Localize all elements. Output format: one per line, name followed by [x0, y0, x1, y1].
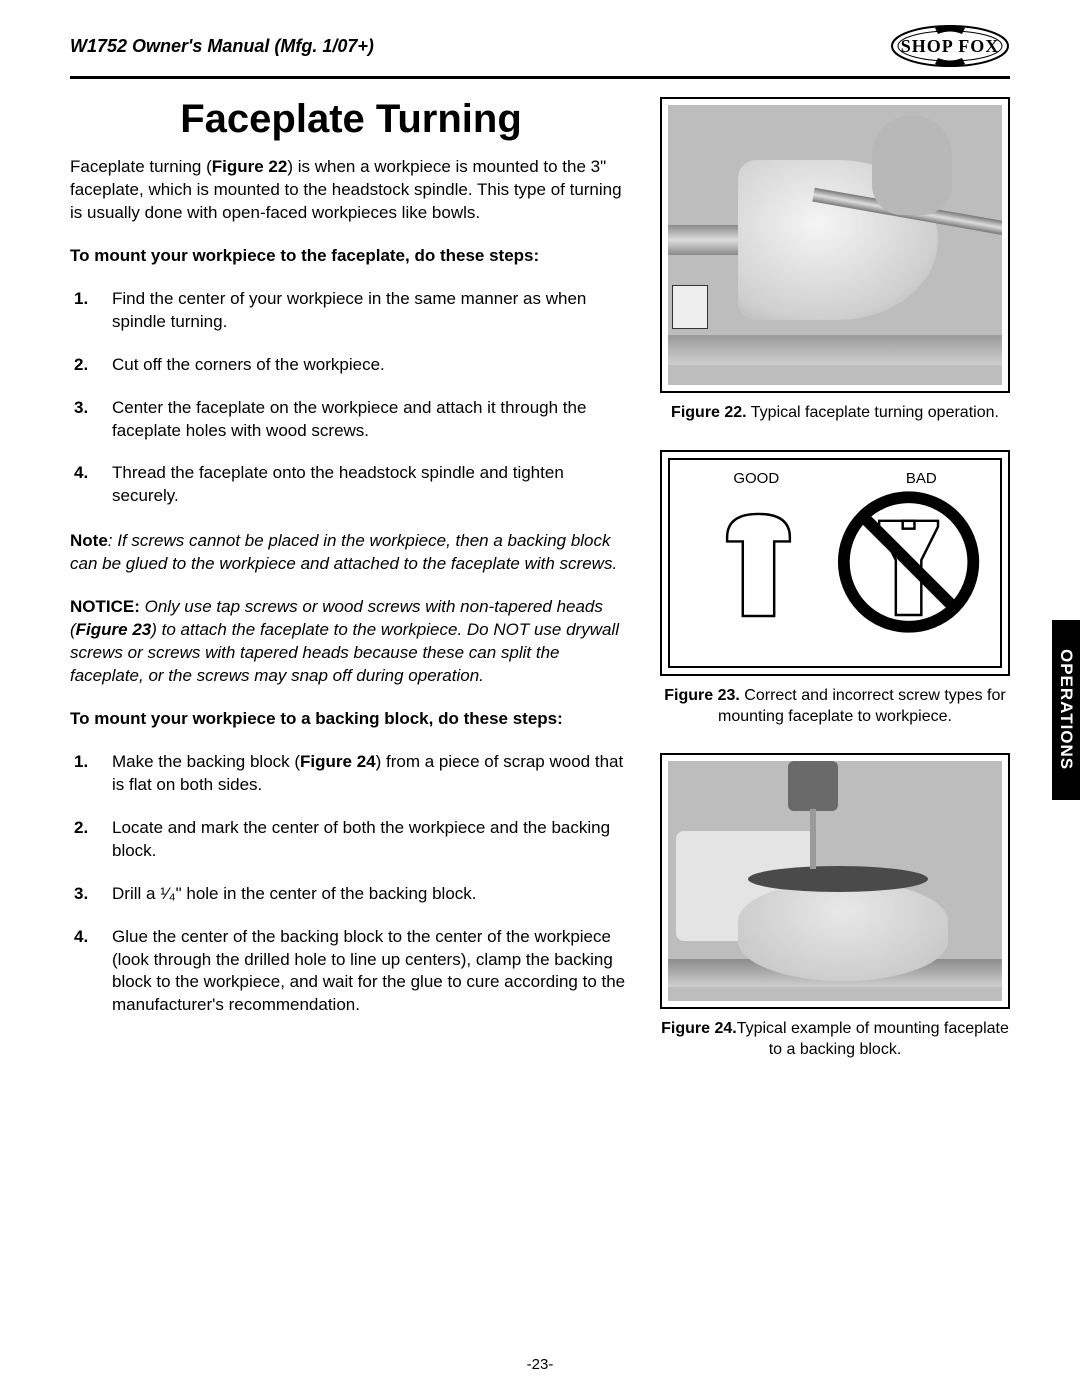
- list-item: 1. Make the backing block (Figure 24) fr…: [94, 751, 632, 797]
- figure-24: [660, 753, 1010, 1009]
- list-item: 4.Glue the center of the backing block t…: [94, 926, 632, 1018]
- intro-figref: Figure 22: [212, 157, 288, 176]
- list-item: 3.Center the faceplate on the workpiece …: [94, 397, 632, 443]
- list-item: 1.Find the center of your workpiece in t…: [94, 288, 632, 334]
- figure-24-image: [668, 761, 1002, 1001]
- brand-logo: SHOP FOX: [890, 24, 1010, 68]
- figure-23-caption: Figure 23. Correct and incorrect screw t…: [660, 686, 1010, 728]
- figure-23: GOOD BAD: [660, 450, 1010, 676]
- notice-post: ) to attach the faceplate to the workpie…: [70, 620, 619, 685]
- figure-column: Figure 22. Typical faceplate turning ope…: [660, 97, 1010, 1087]
- list-item: 4.Thread the faceplate onto the headstoc…: [94, 462, 632, 508]
- manual-title: W1752 Owner's Manual (Mfg. 1/07+): [70, 36, 374, 57]
- figure-22: [660, 97, 1010, 393]
- intro-pre: Faceplate turning (: [70, 157, 212, 176]
- note-paragraph: Note: If screws cannot be placed in the …: [70, 530, 632, 576]
- list-item: 2.Cut off the corners of the workpiece.: [94, 354, 632, 377]
- page-header: W1752 Owner's Manual (Mfg. 1/07+) SHOP F…: [70, 24, 1010, 79]
- section-tab: OPERATIONS: [1052, 620, 1080, 800]
- figure-24-caption: Figure 24.Typical example of mounting fa…: [660, 1019, 1010, 1061]
- list-item: 3.Drill a ¹⁄₄" hole in the center of the…: [94, 883, 632, 906]
- intro-paragraph: Faceplate turning (Figure 22) is when a …: [70, 156, 632, 225]
- figure-22-image: [668, 105, 1002, 385]
- list-item: 2.Locate and mark the center of both the…: [94, 817, 632, 863]
- backing-steps: 1. Make the backing block (Figure 24) fr…: [70, 751, 632, 1017]
- notice-paragraph: NOTICE: Only use tap screws or wood scre…: [70, 596, 632, 688]
- note-text: : If screws cannot be placed in the work…: [70, 531, 617, 573]
- brand-name: SHOP FOX: [890, 24, 1010, 68]
- note-label: Note: [70, 531, 108, 550]
- notice-label: NOTICE:: [70, 597, 140, 616]
- page-number: -23-: [0, 1356, 1080, 1373]
- section-tab-label: OPERATIONS: [1056, 649, 1076, 770]
- notice-figref: Figure 23: [76, 620, 152, 639]
- figure-23-diagram: GOOD BAD: [668, 458, 1002, 668]
- mount-backing-heading: To mount your workpiece to a backing blo…: [70, 708, 632, 731]
- section-title: Faceplate Turning: [70, 97, 632, 142]
- mount-faceplate-heading: To mount your workpiece to the faceplate…: [70, 245, 632, 268]
- main-column: Faceplate Turning Faceplate turning (Fig…: [70, 97, 632, 1087]
- faceplate-steps: 1.Find the center of your workpiece in t…: [70, 288, 632, 509]
- figure-22-caption: Figure 22. Typical faceplate turning ope…: [660, 403, 1010, 424]
